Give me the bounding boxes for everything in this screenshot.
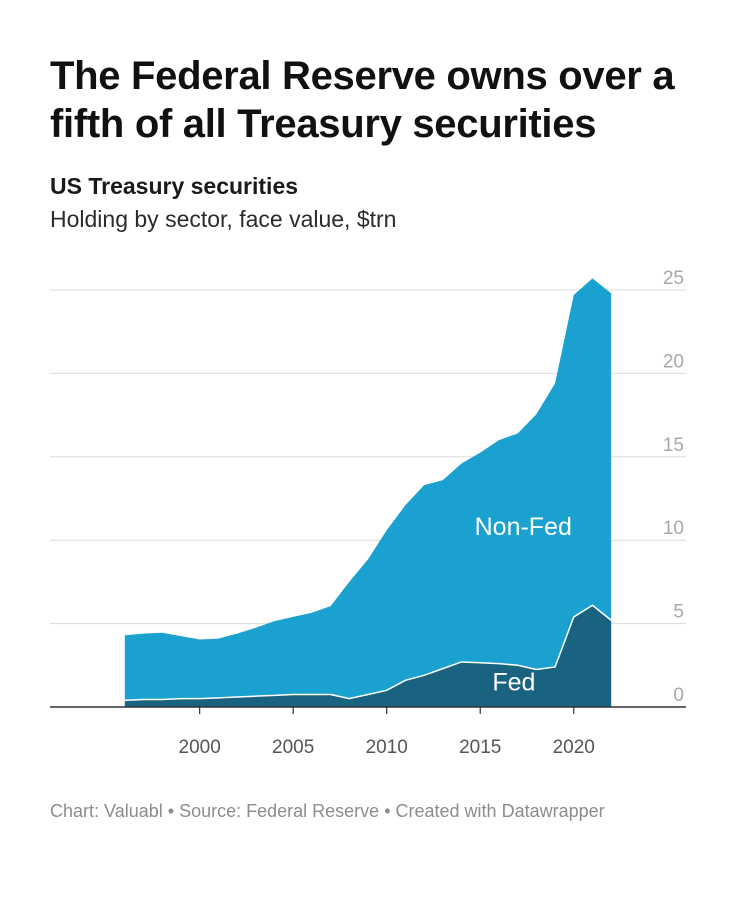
y-tick-label-15: 15 (663, 435, 684, 456)
footer-source: Source: Federal Reserve (179, 801, 380, 821)
series-boundary-line (124, 604, 612, 702)
area-non-fed (124, 278, 612, 701)
x-tick-label-2020: 2020 (553, 737, 595, 758)
series-label-non-fed: Non-Fed (475, 513, 572, 541)
chart-title: The Federal Reserve owns over a fifth of… (50, 54, 675, 146)
y-tick-label-5: 5 (673, 602, 684, 623)
footer-created-with: Created with Datawrapper (395, 801, 605, 821)
area-fed (124, 605, 612, 707)
chart-footer: Chart: Valuabl • Source: Federal Reserve… (50, 798, 630, 824)
footer-chart-credit: Chart: Valuabl (50, 801, 163, 821)
y-tick-label-0: 0 (673, 685, 684, 706)
series-labels: Non-Fed Fed (475, 513, 572, 696)
y-tick-label-20: 20 (663, 351, 684, 372)
y-axis-ticks: 0 5 10 15 20 25 (663, 268, 684, 706)
x-tick-label-2010: 2010 (366, 737, 408, 758)
y-tick-label-10: 10 (663, 518, 684, 539)
chart-description: Holding by sector, face value, $trn (50, 206, 397, 232)
area-series (124, 278, 612, 707)
x-tick-label-2000: 2000 (179, 737, 221, 758)
area-chart: 0 5 10 15 20 25 2000 2005 2010 2015 2020 Non-Fed F… (50, 268, 686, 758)
footer-separator: • (167, 801, 175, 821)
x-axis-ticks: 2000 2005 2010 2015 2020 (179, 707, 595, 758)
chart-subtitle: US Treasury securities (50, 173, 299, 199)
y-tick-label-25: 25 (663, 268, 684, 289)
x-tick-label-2005: 2005 (272, 737, 314, 758)
series-label-fed: Fed (492, 668, 535, 696)
footer-separator: • (384, 801, 391, 821)
x-tick-label-2015: 2015 (459, 737, 501, 758)
